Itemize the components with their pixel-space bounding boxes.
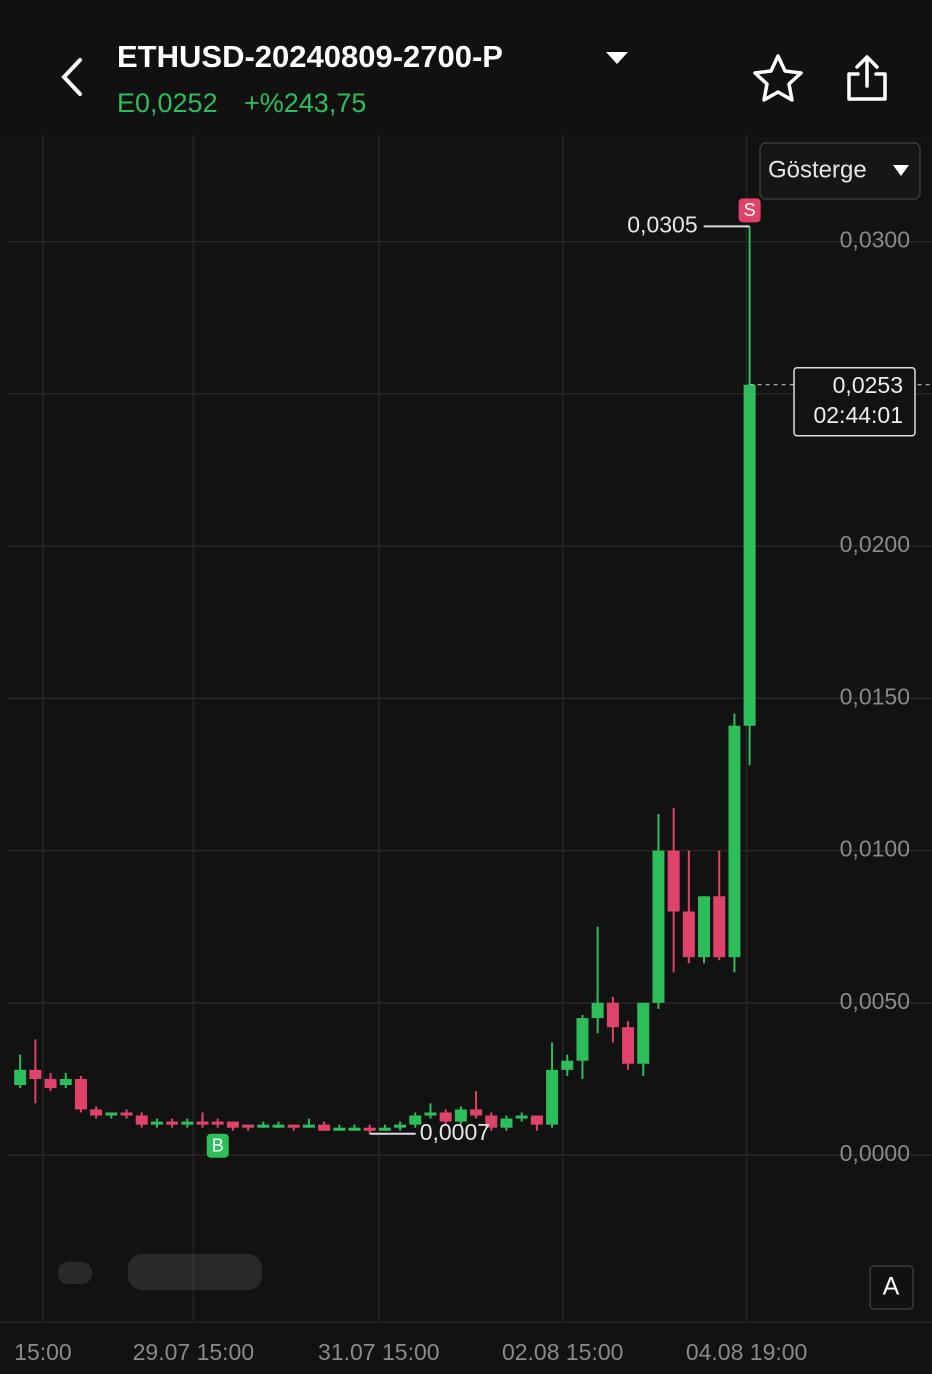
candle-body — [363, 1127, 376, 1131]
y-tick-label: 0,0100 — [840, 836, 910, 862]
x-tick-label: 02.08 15:00 — [502, 1339, 624, 1365]
min-label: 0,0007 — [420, 1119, 490, 1145]
candle-body — [682, 911, 695, 958]
candle-body — [394, 1124, 407, 1128]
candle-body — [272, 1124, 285, 1128]
back-button[interactable] — [61, 58, 82, 96]
candle-body — [591, 1002, 604, 1019]
candle-body — [424, 1112, 437, 1116]
plot: 15:00 29.07 15:00 31.07 15:00 02.08 15:00 04… — [0, 135, 932, 1365]
trade-marker-label: B — [212, 1135, 224, 1155]
candle-body — [622, 1027, 635, 1064]
candle-body — [500, 1118, 513, 1128]
candle-body — [287, 1124, 300, 1128]
candle-body — [196, 1121, 209, 1125]
candle-body — [546, 1069, 559, 1125]
candle-body — [530, 1115, 543, 1125]
indicator-label[interactable]: Gösterge — [768, 156, 867, 183]
candle-body — [378, 1127, 391, 1131]
price-change: +%243,75 — [244, 88, 366, 118]
title-dropdown[interactable] — [606, 52, 628, 64]
candle-body — [29, 1069, 42, 1079]
candle-body — [743, 384, 756, 726]
candle-body — [242, 1124, 255, 1128]
candle-body — [74, 1078, 87, 1110]
y-tick-label: 0,0000 — [840, 1140, 910, 1166]
candle-body — [302, 1124, 315, 1128]
candle-body — [14, 1069, 27, 1086]
candle-body — [120, 1112, 133, 1116]
candle-body — [485, 1115, 498, 1128]
candle-body — [515, 1115, 528, 1119]
candle-body — [698, 896, 711, 958]
candle-body — [637, 1002, 650, 1064]
y-tick-label: 0,0200 — [840, 531, 910, 557]
favorite-button[interactable] — [753, 54, 803, 102]
candle-body — [470, 1109, 483, 1116]
last-price: E0,0252 — [117, 88, 218, 118]
header-bg — [0, 0, 932, 132]
countdown-label: 02:44:01 — [813, 402, 903, 428]
candle-body — [44, 1078, 57, 1089]
last-price-label: 0,0253 — [833, 372, 903, 398]
candle-body — [226, 1121, 239, 1128]
indicator-dropdown[interactable] — [893, 165, 909, 176]
indicator-button[interactable] — [759, 142, 921, 200]
max-label: 0,0305 — [627, 211, 697, 237]
candle-body — [318, 1124, 331, 1131]
candle-body — [105, 1112, 118, 1116]
x-tick-label: 31.07 15:00 — [318, 1339, 440, 1365]
y-tick-label: 0,0050 — [840, 988, 910, 1014]
trade-marker-label: S — [744, 200, 756, 220]
candle-body — [333, 1127, 346, 1131]
blurred-toolbar — [58, 1254, 262, 1290]
y-tick-label: 0,0150 — [840, 683, 910, 709]
candle-body — [652, 850, 665, 1003]
x-tick-label: 04.08 19:00 — [686, 1339, 808, 1365]
candle-body — [667, 850, 680, 912]
candle-body — [409, 1115, 422, 1125]
candle-body — [181, 1121, 194, 1125]
candle-body — [257, 1124, 270, 1128]
candle-body — [454, 1109, 467, 1122]
instrument-title[interactable]: ETHUSD-20240809-2700-P — [117, 39, 503, 74]
candle-body — [150, 1121, 163, 1125]
candle-body — [728, 725, 741, 958]
last-price-box — [793, 366, 916, 437]
y-tick-label: 0,0300 — [840, 227, 910, 253]
candle-body — [348, 1127, 361, 1131]
candle-body — [561, 1060, 574, 1070]
candle-body — [166, 1121, 179, 1125]
candle-body — [606, 1002, 619, 1028]
trade-marker — [738, 198, 761, 223]
candle-body — [439, 1112, 452, 1122]
trade-marker — [206, 1133, 229, 1158]
candle-body — [211, 1121, 224, 1125]
candle-body — [713, 896, 726, 958]
candle-body — [90, 1109, 103, 1116]
x-tick-label: 15:00 — [14, 1339, 72, 1365]
candle-body — [135, 1115, 148, 1125]
x-tick-label: 29.07 15:00 — [133, 1339, 255, 1365]
share-button[interactable] — [847, 55, 887, 101]
auto-scale-label[interactable]: A — [883, 1273, 900, 1301]
auto-scale-button[interactable] — [869, 1265, 914, 1310]
candle-body — [59, 1078, 72, 1086]
candle-body — [576, 1018, 589, 1061]
